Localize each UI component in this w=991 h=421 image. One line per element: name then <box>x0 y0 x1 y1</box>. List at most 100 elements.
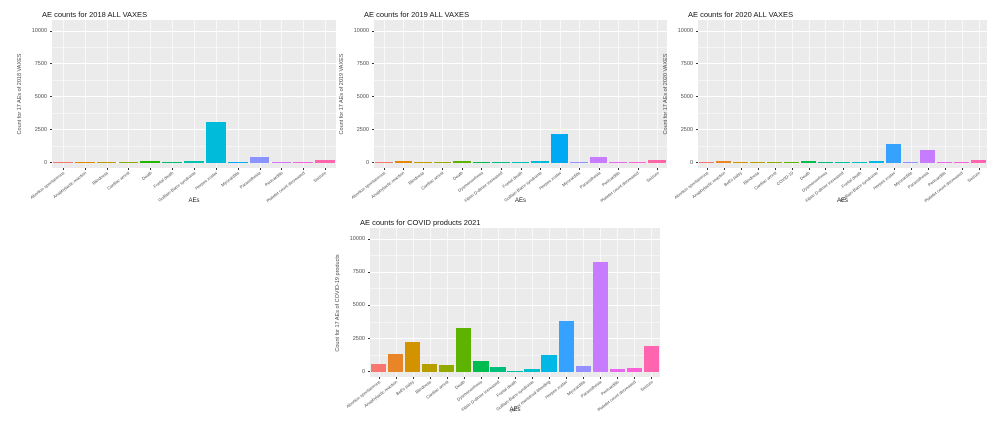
bar-herpes-zoster <box>885 143 902 164</box>
bar-myocarditis <box>570 162 588 164</box>
x-tick-label: Paraesthesia <box>578 170 602 190</box>
bar-pericarditis <box>271 162 292 164</box>
chart-body: Count for 17 AEs of 2018 VAXES 0 2500 5000… <box>14 20 336 168</box>
gridline-vertical <box>583 228 585 377</box>
bar-foetal-death <box>507 371 523 373</box>
x-tick-mark <box>128 168 130 170</box>
y-tick-mark <box>368 271 370 273</box>
y-axis-title-text: Count for 17 AEs of 2019 VAXES <box>339 53 345 135</box>
gridline-vertical <box>481 20 483 168</box>
gridline-vertical <box>927 20 929 168</box>
bar-paraesthesia <box>919 150 936 164</box>
x-tick-mark <box>757 168 759 170</box>
chart-body: Count for 17 AEs of 2019 VAXES 0 2500 5000… <box>336 20 667 168</box>
chart-title: AE counts for 2018 ALL VAXES <box>42 10 148 19</box>
bar-foetal-death <box>851 162 868 164</box>
bar-abortion-spontaneous <box>698 162 715 164</box>
x-tick-mark <box>566 377 568 379</box>
y-tick-label: 10000 <box>349 236 365 243</box>
x-tick-label: Death <box>798 170 811 182</box>
x-tick-mark <box>446 377 448 379</box>
x-tick-mark <box>194 168 195 170</box>
chart-2020-all-vaxes: AE counts for 2020 ALL VAXES Count for 1… <box>660 3 987 210</box>
gridline-vertical <box>808 20 810 168</box>
x-axis-title: AEs <box>836 198 848 204</box>
bar-blindness <box>749 162 766 164</box>
gridline-vertical <box>237 20 239 168</box>
gridline-vertical <box>463 228 465 377</box>
y-tick-mark <box>372 162 374 164</box>
x-tick-label: Anaphylactic reaction <box>362 379 399 409</box>
x-tick-mark <box>961 168 963 170</box>
y-tick-label: 0 <box>361 368 365 375</box>
y-tick-label: 10000 <box>677 28 693 35</box>
bar-seizure <box>643 345 660 373</box>
x-axis-ticks: Abortion spontaneous Anaphylactic reactio… <box>345 377 660 414</box>
bar-herpes-zoster <box>206 122 226 164</box>
x-tick-mark <box>651 377 653 379</box>
plot-panel <box>52 20 336 168</box>
gridline-vertical <box>961 20 963 168</box>
gridline-vertical <box>618 20 620 168</box>
bar-abortion-spontaneous <box>53 162 73 164</box>
chart-title: AE counts for COVID products 2021 <box>360 218 481 227</box>
x-tick-mark <box>442 168 444 170</box>
gridline-vertical <box>84 20 86 168</box>
y-tick-mark <box>368 338 370 340</box>
y-axis-ticks: 0 2500 5000 7500 10000 <box>26 20 52 168</box>
y-tick-mark <box>372 30 374 32</box>
x-tick-mark <box>62 168 64 170</box>
x-tick-mark <box>412 377 414 379</box>
x-tick-mark <box>84 168 86 170</box>
y-tick-label: 5000 <box>680 93 693 100</box>
gridline-vertical <box>651 228 653 377</box>
y-tick-mark <box>372 129 374 131</box>
bar-cardiac-arrest <box>433 162 452 164</box>
chart-title: AE counts for 2019 ALL VAXES <box>364 10 470 19</box>
gridline-vertical <box>150 20 152 168</box>
bar-anaphylactic-reaction <box>387 353 404 373</box>
gridline-vertical <box>791 20 793 168</box>
gridline-vertical <box>598 20 600 168</box>
bar-paraesthesia <box>592 262 608 373</box>
gridline-vertical <box>128 20 130 168</box>
y-tick-mark <box>696 96 698 98</box>
x-tick-mark <box>657 168 659 170</box>
y-axis-title: Count for 17 AEs of 2018 VAXES <box>14 20 26 168</box>
x-tick-mark <box>634 377 636 379</box>
gridline-vertical <box>566 228 568 377</box>
bar-platelet-count-decreased <box>626 367 643 373</box>
bar-blindness <box>96 162 117 164</box>
x-axis-title: AEs <box>188 198 200 204</box>
x-tick-mark <box>532 377 534 379</box>
x-tick-mark <box>876 168 878 170</box>
x-tick-mark <box>520 168 522 170</box>
x-tick-mark <box>549 377 551 379</box>
x-tick-mark <box>106 168 108 170</box>
x-tick-mark <box>559 168 561 170</box>
x-tick-mark <box>429 377 431 379</box>
gridline-vertical <box>215 20 217 168</box>
x-tick-label: Death <box>454 379 467 391</box>
x-tick-mark <box>303 168 305 170</box>
gridline-vertical <box>500 20 502 168</box>
gridline-vertical <box>395 228 397 377</box>
gridline-vertical <box>774 20 776 168</box>
gridline-vertical <box>520 20 522 168</box>
bar-fibrin-d-dimer-increased <box>490 366 506 373</box>
y-tick-label: 7500 <box>680 60 693 67</box>
bar-heavy-menstrual-bleeding <box>541 355 557 373</box>
gridline-vertical <box>876 20 878 168</box>
x-tick-mark <box>281 168 283 170</box>
x-tick-mark <box>500 168 502 170</box>
bar-abortion-spontaneous <box>370 364 387 373</box>
y-tick-mark <box>50 96 52 98</box>
bar-bell-s-palsy <box>732 162 749 164</box>
gridline-vertical <box>859 20 861 168</box>
y-axis-title-text: Count for 17 AEs of COVID-19 products <box>335 253 341 352</box>
chart-body: Count for 17 AEs of COVID-19 products 0 2… <box>332 228 660 377</box>
y-tick-mark <box>50 129 52 131</box>
y-axis-title-text: Count for 17 AEs of 2018 VAXES <box>17 53 23 135</box>
gridline-vertical <box>429 228 431 377</box>
